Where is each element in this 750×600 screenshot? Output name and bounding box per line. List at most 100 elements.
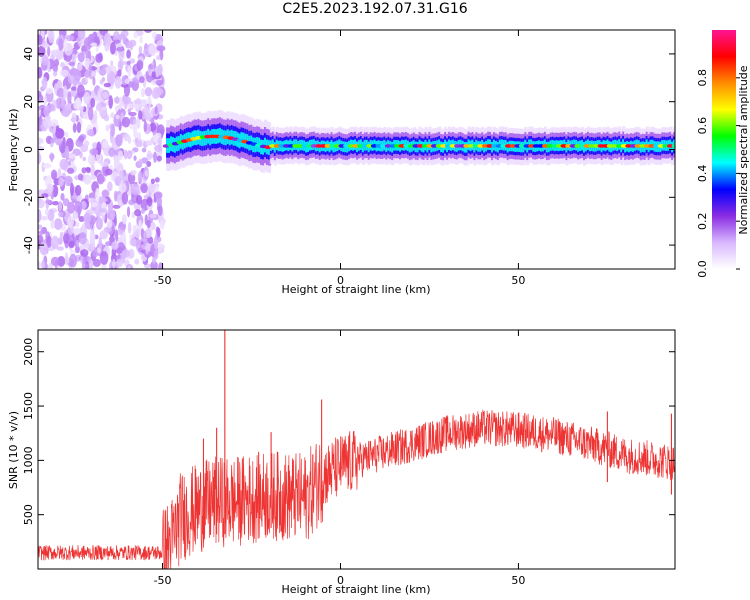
spectrogram-cell [126, 150, 133, 160]
spectrogram-cell [43, 105, 50, 117]
spectrogram-cell [45, 199, 53, 205]
spectrogram-cell [141, 87, 145, 98]
spectrogram-cell [81, 167, 87, 174]
spectrogram-cell [78, 135, 85, 142]
spectrogram-cell [127, 136, 132, 144]
spectrogram-cell [47, 183, 54, 193]
spectrogram-cell [88, 63, 92, 77]
spectrogram-cell [146, 196, 153, 207]
spectrogram-cell [121, 116, 131, 128]
spectrogram-cell [107, 181, 113, 192]
spectrogram-cell [90, 163, 95, 178]
spectrogram-cell [150, 260, 158, 269]
colorbar-tick-label: 0.8 [696, 69, 709, 87]
spectrogram-cell [42, 162, 52, 169]
spectrogram-cell [120, 112, 125, 119]
spectrogram-cell [126, 206, 131, 218]
spectrogram-cell [84, 240, 90, 251]
spectrogram-cell [40, 215, 48, 221]
spectrogram-cell [46, 235, 52, 248]
spectrogram-cell [135, 194, 143, 205]
colorbar-ticks: 0.0 0.2 0.4 0.6 0.8 [696, 69, 740, 278]
spectrogram-cell [95, 103, 103, 112]
spectrogram-y-tick-label: 20 [22, 95, 35, 109]
snr-y-tick-label: 2000 [22, 338, 35, 366]
spectrogram-cell [123, 96, 132, 105]
spectrogram-cell [60, 96, 66, 110]
spectrogram-cell [59, 158, 69, 170]
snr-x-tick-label: 0 [337, 574, 344, 587]
spectrogram-cell [113, 215, 117, 227]
spectrogram-cell [38, 110, 41, 118]
spectrogram-cell [133, 155, 137, 161]
spectrogram-cell [38, 194, 42, 204]
spectrogram-cell [123, 149, 128, 160]
colorbar: 0.0 0.2 0.4 0.6 0.8 Normalized spectral ampl… [696, 30, 750, 278]
spectrogram-cell [77, 63, 83, 71]
spectrogram-cell [104, 168, 113, 176]
snr-y-tick-label: 1500 [22, 392, 35, 420]
spectrogram-cell [117, 60, 124, 71]
spectrogram-cell [144, 87, 153, 97]
spectrogram-cell [143, 230, 147, 240]
spectrogram-cell [75, 97, 82, 109]
spectrogram-cell [93, 110, 98, 124]
spectrogram-cell [47, 262, 54, 269]
snr-panel: -50 0 50 500 1000 1500 2000 Height of straigh… [7, 329, 676, 596]
spectrogram-cell [54, 58, 60, 67]
spectrogram-cell [143, 48, 151, 57]
spectrogram-cell [87, 153, 96, 166]
spectrogram-cell [39, 241, 48, 256]
spectrogram-cell [93, 36, 100, 43]
spectrogram-cell [113, 190, 118, 202]
snr-y-ticks: 500 1000 1500 2000 [22, 338, 675, 525]
spectrogram-cell [98, 208, 108, 213]
spectrogram-cell [43, 119, 52, 129]
spectrogram-cell [83, 140, 90, 147]
spectrogram-cell [94, 95, 99, 102]
spectrogram-cell [137, 131, 142, 142]
spectrogram-cell [124, 104, 128, 110]
spectrogram-cell [50, 49, 59, 56]
spectrogram-cell [97, 216, 102, 227]
spectrogram-cell [121, 231, 127, 244]
spectrogram-cell [129, 58, 136, 64]
spectrogram-cell [64, 252, 69, 266]
spectrogram-cell [56, 87, 65, 98]
figure-title: C2E5.2023.192.07.31.G16 [282, 1, 468, 17]
spectrogram-cell [145, 140, 153, 146]
spectrogram-cell [85, 167, 91, 174]
spectrogram-cell [69, 182, 75, 197]
spectrogram-cell [59, 231, 64, 240]
spectrogram-cell [148, 64, 154, 70]
spectrogram-cell [138, 158, 143, 166]
spectrogram-y-axis-label: Frequency (Hz) [7, 109, 20, 192]
spectrogram-cell [65, 34, 75, 42]
spectrogram-cell [82, 156, 87, 162]
spectrogram-cell [55, 128, 64, 139]
spectrogram-cell [96, 173, 105, 185]
spectrogram-cell [133, 32, 138, 39]
spectrogram-cell [52, 71, 58, 77]
snr-y-tick-label: 500 [22, 504, 35, 525]
spectrogram-cell [69, 253, 78, 268]
spectrogram-cell [110, 253, 118, 263]
spectrogram-cell [113, 96, 121, 104]
spectrogram-cell [127, 221, 132, 234]
spectrogram-x-axis-label: Height of straight line (km) [281, 283, 430, 296]
spectrogram-cell [83, 91, 91, 105]
spectrogram-cell [41, 76, 48, 90]
spectrogram-cell [58, 177, 64, 187]
spectrogram-cell [89, 230, 96, 244]
spectrogram-cell [72, 122, 77, 133]
spectrogram-cell [100, 161, 109, 167]
spectrogram-cell [66, 103, 71, 110]
spectrogram-cell [148, 43, 157, 57]
spectrogram-panel: -50 0 50 -40 -20 0 20 40 Height of straight li… [7, 29, 676, 296]
spectrogram-cell [38, 146, 45, 152]
spectrogram-cell [103, 32, 112, 47]
spectrogram-cell [128, 124, 137, 130]
spectrogram-cell [74, 184, 82, 196]
snr-y-tick-label: 1000 [22, 446, 35, 474]
